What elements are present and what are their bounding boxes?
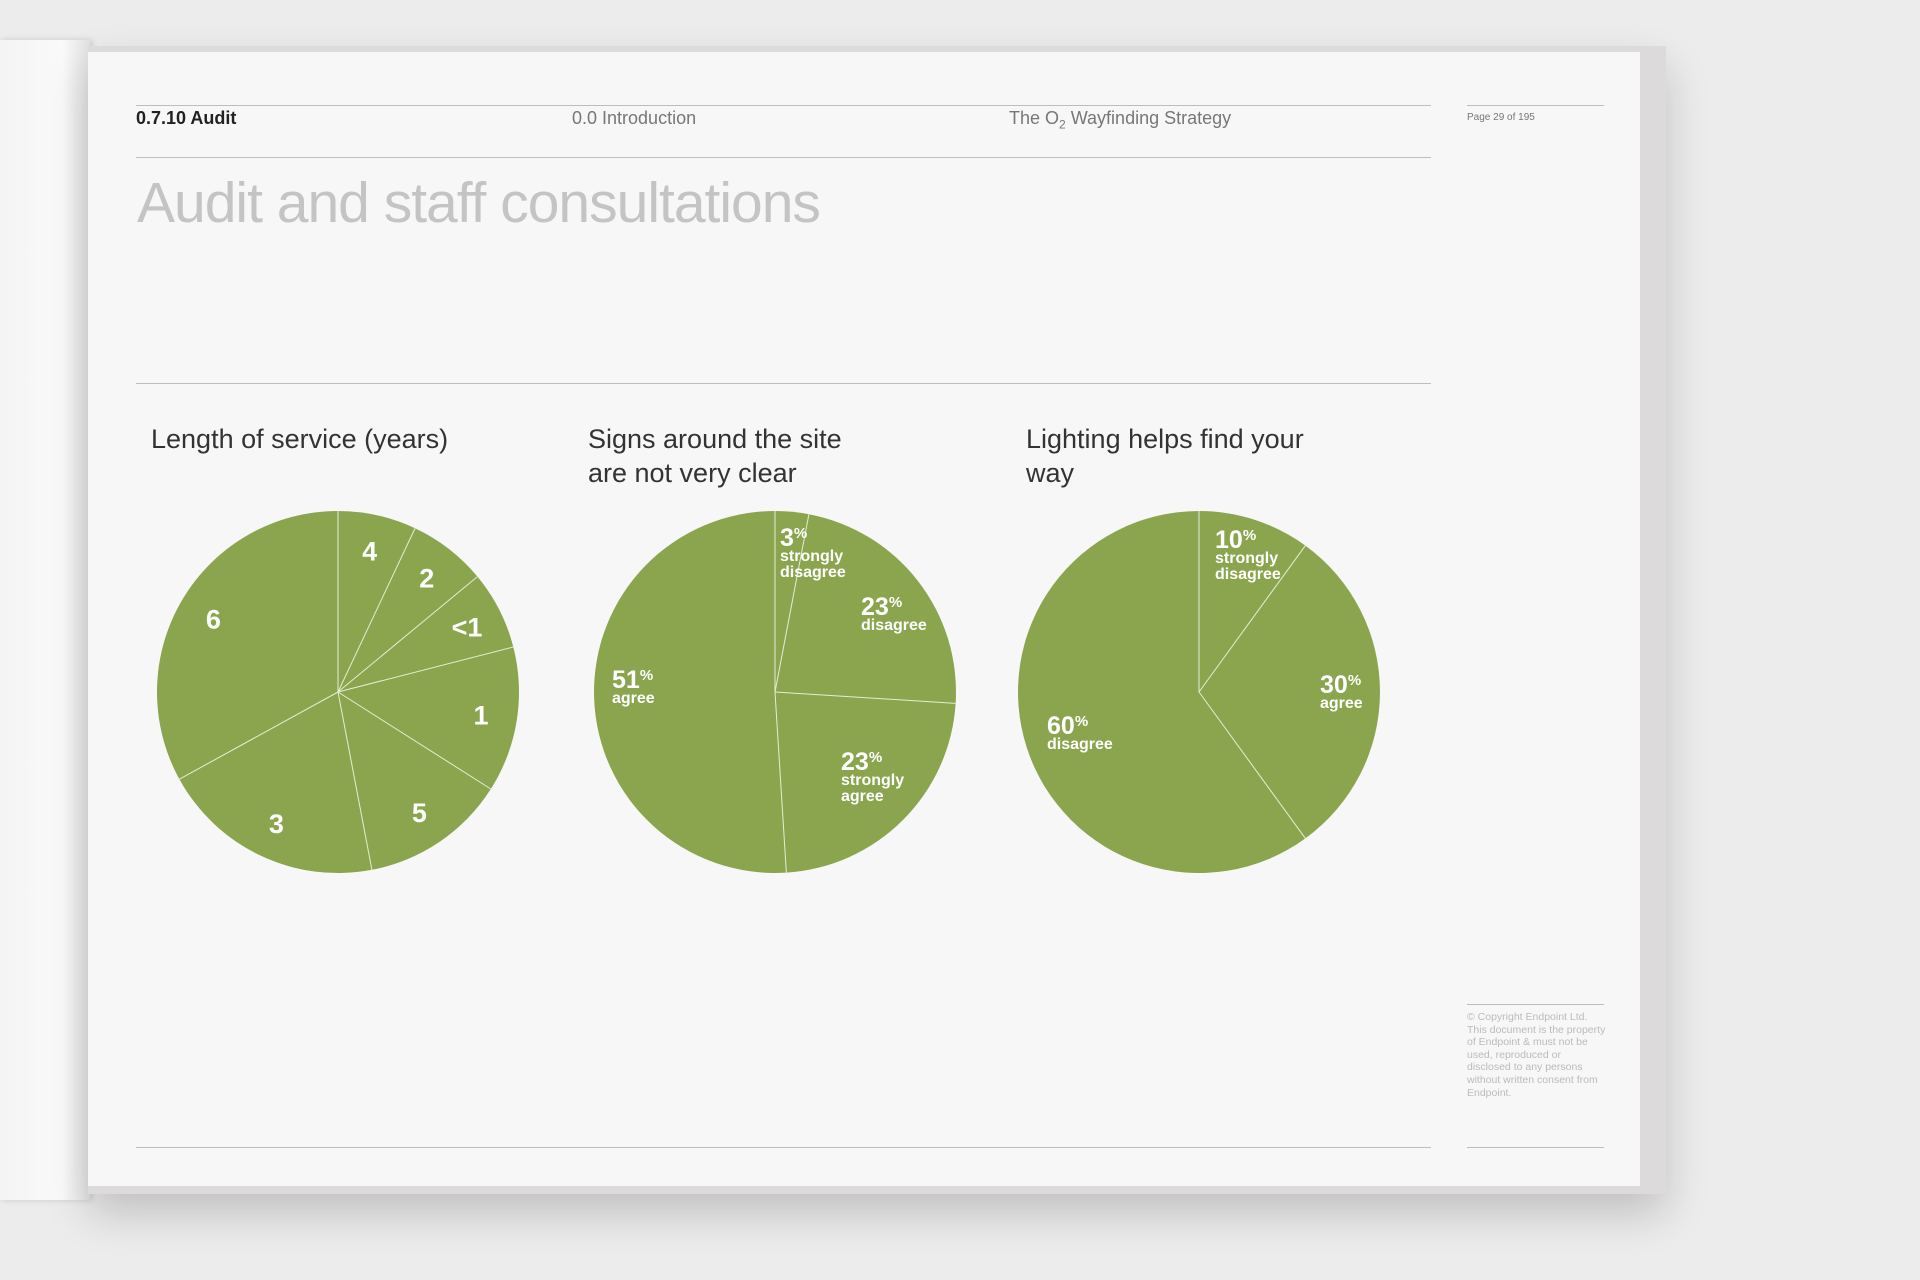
slice-divider <box>337 691 492 790</box>
slice-percent: 23% <box>841 748 882 776</box>
percent-sign: % <box>1075 713 1088 730</box>
margin-header-rule <box>1467 105 1604 106</box>
slice-divider <box>774 514 810 693</box>
slice-divider <box>1198 545 1306 693</box>
slice-label: 2 <box>419 564 434 594</box>
slice-word: disagree <box>780 564 846 581</box>
copyright-notice: © Copyright Endpoint Ltd. This document … <box>1467 1011 1606 1099</box>
slice-label: 5 <box>412 798 427 828</box>
chart-title-lighting: Lighting helps find your way <box>1026 424 1304 488</box>
chart-title-service: Length of service (years) <box>151 424 449 454</box>
slice-label: 4 <box>362 537 377 567</box>
percent-sign: % <box>889 594 902 611</box>
slice-divider <box>1198 691 1306 839</box>
left-page-edge <box>0 40 90 1200</box>
chapter-label: 0.0 Introduction <box>572 108 696 129</box>
pie-slice <box>179 692 372 873</box>
pie-slice <box>1199 545 1380 839</box>
slice-label: 1 <box>474 701 489 731</box>
page-number: Page 29 of 195 <box>1467 112 1535 123</box>
percent-sign: % <box>869 749 882 766</box>
slice-word: agree <box>841 788 884 805</box>
pie-slice <box>338 528 478 692</box>
footer-rule <box>136 1147 1431 1148</box>
chapter-text: 0.0 Introduction <box>572 108 697 128</box>
slice-label: 60%disagree <box>1047 712 1113 753</box>
slice-label: 30%agree <box>1320 671 1363 712</box>
pie-chart-signs: 3%stronglydisagree23%disagree23%strongly… <box>594 511 956 873</box>
copyright-rule <box>1467 1004 1604 1005</box>
percent-sign: % <box>794 525 807 542</box>
slice-divider <box>774 691 787 873</box>
slice-word: disagree <box>1215 566 1281 583</box>
doc-title-sub: 2 <box>1059 117 1066 132</box>
slice-percent: 23% <box>861 593 902 621</box>
slice-divider <box>337 691 373 870</box>
slice-word: agree <box>612 690 655 707</box>
slice-divider <box>337 646 514 693</box>
pie-slice <box>594 511 787 873</box>
percent-sign: % <box>1243 527 1256 544</box>
header-rule <box>136 105 1431 106</box>
pie-slice <box>157 511 338 780</box>
pie-slice <box>338 646 519 789</box>
pie-slice <box>338 576 514 692</box>
header-bottom-rule <box>136 157 1431 158</box>
section-rule <box>136 383 1431 384</box>
pie-slice <box>338 692 491 870</box>
slice-label: 6 <box>206 604 221 634</box>
slice-word: strongly <box>1215 550 1278 567</box>
page-title: Audit and staff consultations <box>137 171 821 235</box>
slice-word: disagree <box>861 617 927 634</box>
pie-slice <box>338 511 416 692</box>
slice-word: strongly <box>780 548 843 565</box>
pie-slice <box>1018 511 1306 873</box>
slice-divider <box>179 691 339 780</box>
chart-title-signs: Signs around the site are not very clear <box>588 424 842 488</box>
percent-sign: % <box>640 667 653 684</box>
section-label: 0.7.10 Audit <box>136 108 237 128</box>
slice-word: agree <box>1320 695 1363 712</box>
slice-label: 51%agree <box>612 666 655 707</box>
slice-divider <box>337 576 478 693</box>
margin-footer-rule <box>1467 1147 1604 1148</box>
slice-divider <box>774 691 956 704</box>
pie-slice <box>775 514 956 704</box>
slice-label: <1 <box>452 612 483 642</box>
percent-sign: % <box>1348 672 1361 689</box>
document-title: The O2 Wayfinding Strategy <box>1009 108 1231 132</box>
pie-slice <box>775 692 956 873</box>
pie-slice <box>1199 511 1306 692</box>
slice-divider <box>337 528 416 693</box>
doc-title-pre: The O <box>1009 108 1060 128</box>
slice-word: strongly <box>841 772 904 789</box>
slice-word: disagree <box>1047 736 1113 753</box>
slice-label: 23%disagree <box>861 593 927 634</box>
doc-title-post: Wayfinding Strategy <box>1065 108 1232 128</box>
slice-label: 3 <box>269 809 284 839</box>
pie-chart-service: 4 2 <1 1 5 3 6 <box>157 511 519 873</box>
